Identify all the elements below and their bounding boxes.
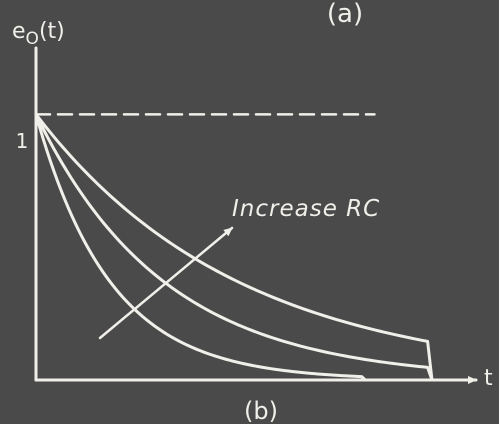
x-axis-label: t: [484, 366, 493, 391]
y-tick-label: 1: [16, 129, 29, 153]
y-axis-label-tail: (t): [39, 19, 65, 44]
y-axis-label-base: e: [12, 19, 26, 44]
panel-label-bottom: (b): [244, 397, 278, 424]
decay-curve-1: [34, 112, 367, 382]
decay-curve-3: [34, 112, 434, 382]
decay-curve-2: [34, 112, 434, 382]
y-axis-label-sub: O: [26, 29, 39, 49]
curve-group: [34, 112, 434, 382]
increase-arrow: [98, 226, 234, 340]
annotation-text: Increase RC: [232, 196, 380, 222]
y-axis-label: eO(t): [12, 19, 65, 49]
panel-label-top: (a): [327, 0, 363, 29]
